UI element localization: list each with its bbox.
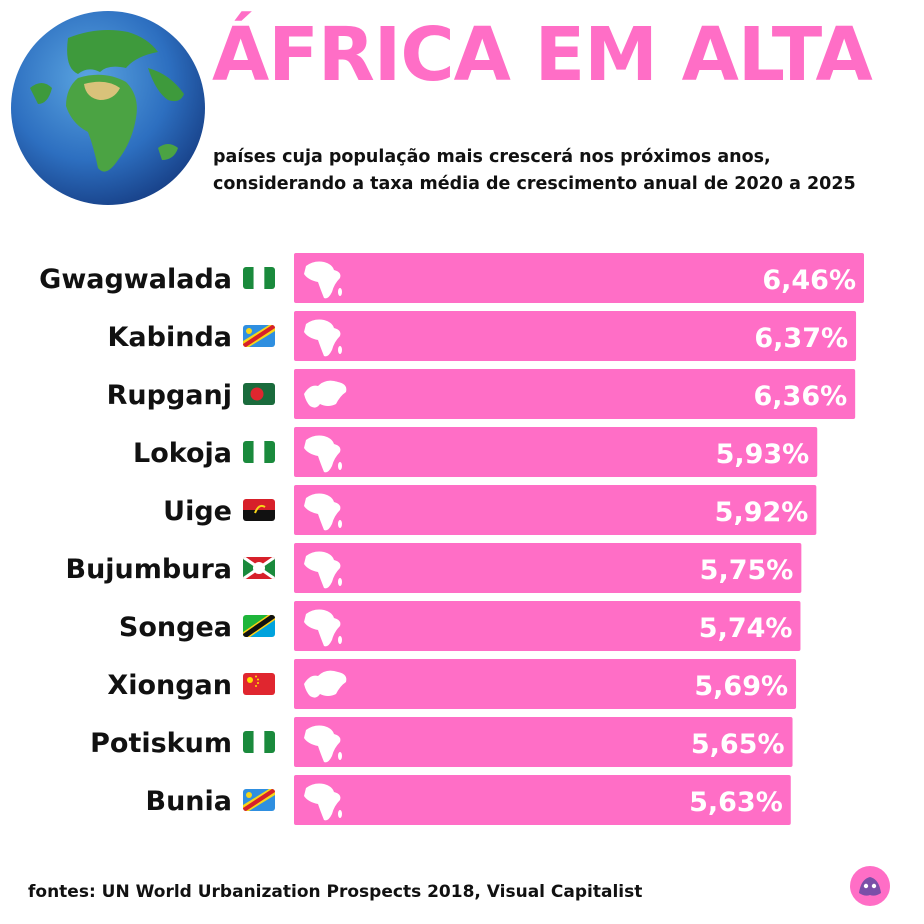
bar-value-label: 6,36% bbox=[754, 381, 848, 412]
subtitle-line: considerando a taxa média de crescimento… bbox=[213, 174, 856, 194]
africa-map-icon bbox=[304, 783, 342, 821]
category-label: Uige bbox=[163, 496, 232, 527]
category-label: Potiskum bbox=[90, 728, 232, 759]
bar-row: 5,92% Uige bbox=[163, 485, 817, 535]
page-title: ÁFRICA EM ALTA bbox=[212, 12, 873, 98]
bar-chart: 6,46% Gwagwalada 6,37% Kabinda 6,36% Rupganj 5… bbox=[39, 253, 864, 825]
category-label: Xiongan bbox=[107, 670, 232, 701]
category-label: Rupganj bbox=[107, 380, 232, 411]
category-label: Songea bbox=[119, 612, 232, 643]
bar bbox=[294, 775, 791, 825]
bar-row: 5,74% Songea bbox=[119, 601, 801, 651]
bar-row: 6,37% Kabinda bbox=[108, 311, 857, 361]
bar-value-label: 5,93% bbox=[716, 439, 810, 470]
bar bbox=[294, 369, 856, 419]
bar bbox=[294, 601, 801, 651]
africa-map-icon bbox=[304, 261, 342, 299]
bar bbox=[294, 253, 864, 303]
subtitle-line: países cuja população mais crescerá nos … bbox=[213, 147, 771, 167]
tanzania-flag-icon bbox=[243, 615, 275, 637]
nigeria-flag-icon bbox=[243, 441, 275, 463]
bar-row: 5,75% Bujumbura bbox=[66, 543, 802, 593]
nigeria-flag-icon bbox=[243, 731, 275, 753]
africa-map-icon bbox=[304, 609, 342, 647]
asia-map-icon bbox=[304, 670, 347, 698]
bar-row: 5,69% Xiongan bbox=[107, 659, 797, 709]
category-label: Kabinda bbox=[108, 322, 233, 353]
bar-value-label: 5,69% bbox=[694, 671, 788, 702]
africa-map-icon bbox=[304, 551, 342, 589]
bar-value-label: 5,75% bbox=[700, 555, 794, 586]
africa-map-icon bbox=[304, 435, 342, 473]
page-subtitle: países cuja população mais crescerá nos … bbox=[213, 144, 856, 198]
angola-flag-icon bbox=[243, 499, 275, 521]
asia-map-icon bbox=[304, 380, 347, 408]
africa-map-icon bbox=[304, 319, 342, 357]
bar-value-label: 5,63% bbox=[689, 787, 783, 818]
bar-row: 5,93% Lokoja bbox=[133, 427, 818, 477]
source-note: fontes: UN World Urbanization Prospects … bbox=[28, 882, 643, 902]
bar-value-label: 6,46% bbox=[762, 265, 856, 296]
category-label: Bujumbura bbox=[66, 554, 233, 585]
category-label: Bunia bbox=[146, 786, 233, 817]
bar bbox=[294, 717, 793, 767]
bar-row: 5,63% Bunia bbox=[146, 775, 791, 825]
bar bbox=[294, 427, 818, 477]
bar bbox=[294, 543, 802, 593]
bangladesh-flag-icon bbox=[243, 383, 275, 405]
bar bbox=[294, 659, 797, 709]
globe-icon bbox=[11, 11, 205, 205]
bar-value-label: 5,74% bbox=[699, 613, 793, 644]
bar-row: 6,36% Rupganj bbox=[107, 369, 856, 419]
bar-value-label: 5,92% bbox=[715, 497, 809, 528]
nigeria-flag-icon bbox=[243, 267, 275, 289]
dr-congo-flag-icon bbox=[243, 789, 275, 811]
brand-logo-icon bbox=[850, 866, 890, 906]
dr-congo-flag-icon bbox=[243, 325, 275, 347]
bar-row: 6,46% Gwagwalada bbox=[39, 253, 864, 303]
bar-value-label: 6,37% bbox=[754, 323, 848, 354]
category-label: Lokoja bbox=[133, 438, 232, 469]
bar-value-label: 5,65% bbox=[691, 729, 785, 760]
category-label: Gwagwalada bbox=[39, 264, 232, 295]
burundi-flag-icon bbox=[243, 557, 275, 579]
bar bbox=[294, 311, 857, 361]
bar-row: 5,65% Potiskum bbox=[90, 717, 793, 767]
africa-map-icon bbox=[304, 725, 342, 763]
bar bbox=[294, 485, 817, 535]
africa-map-icon bbox=[304, 493, 342, 531]
china-flag-icon bbox=[243, 673, 275, 695]
